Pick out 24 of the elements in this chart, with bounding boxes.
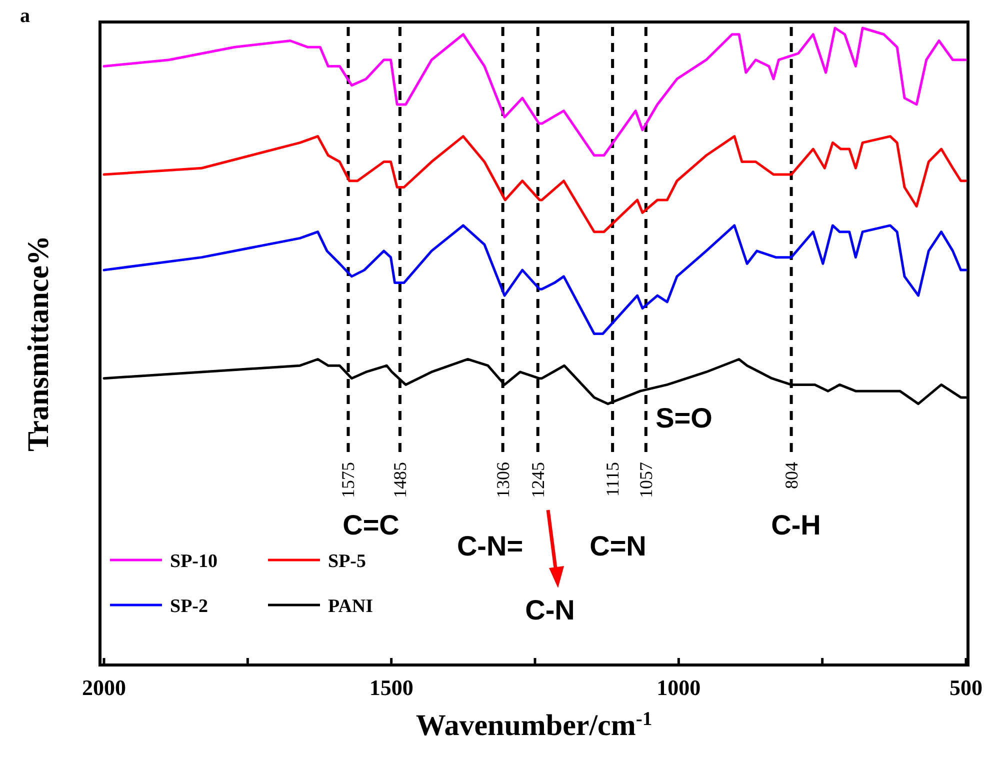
x-tick-label: 500 xyxy=(950,675,982,700)
x-tick-label: 1500 xyxy=(369,675,414,700)
legend-label: SP-2 xyxy=(170,596,208,617)
ref-line-label: 1306 xyxy=(492,462,513,498)
annotation: C=N xyxy=(590,530,646,562)
ref-line-label: 1115 xyxy=(602,462,623,497)
ref-line-label: 1057 xyxy=(636,462,656,498)
legend-label: PANI xyxy=(328,596,374,617)
chart-title: a xyxy=(20,5,30,27)
x-axis-title: Wavenumber/cm$^{-1}$ xyxy=(416,708,652,742)
annotation: C-H xyxy=(771,509,821,540)
annotation: S=O xyxy=(656,402,712,434)
y-axis-title: Transmittance% xyxy=(22,235,55,452)
x-tick-label: 2000 xyxy=(82,675,126,700)
legend-label: SP-5 xyxy=(328,551,366,572)
ref-line-label: 1485 xyxy=(390,462,410,498)
annotation: C=C xyxy=(342,509,400,540)
annotation: C-N= xyxy=(456,530,524,562)
legend-label: SP-10 xyxy=(170,551,218,572)
ref-line-label: 1245 xyxy=(528,462,548,498)
x-tick-label: 1000 xyxy=(656,675,701,700)
annotation: C-N xyxy=(525,594,575,626)
ref-line-label: 804 xyxy=(781,462,802,489)
ref-line-label: 1575 xyxy=(338,462,358,498)
